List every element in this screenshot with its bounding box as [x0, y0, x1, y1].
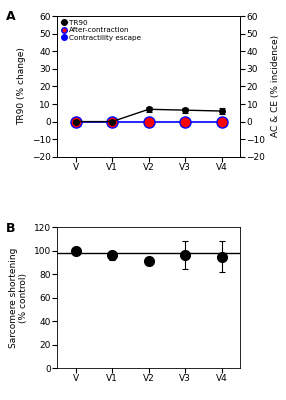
Text: B: B [6, 222, 15, 234]
Y-axis label: AC & CE (% incidence): AC & CE (% incidence) [271, 35, 280, 138]
Text: A: A [6, 10, 15, 23]
Y-axis label: TR90 (% change): TR90 (% change) [17, 48, 26, 125]
Y-axis label: Sarcomere shortening
(% control): Sarcomere shortening (% control) [9, 248, 28, 348]
Legend: TR90, After-contraction, Contractility escape: TR90, After-contraction, Contractility e… [61, 20, 141, 41]
